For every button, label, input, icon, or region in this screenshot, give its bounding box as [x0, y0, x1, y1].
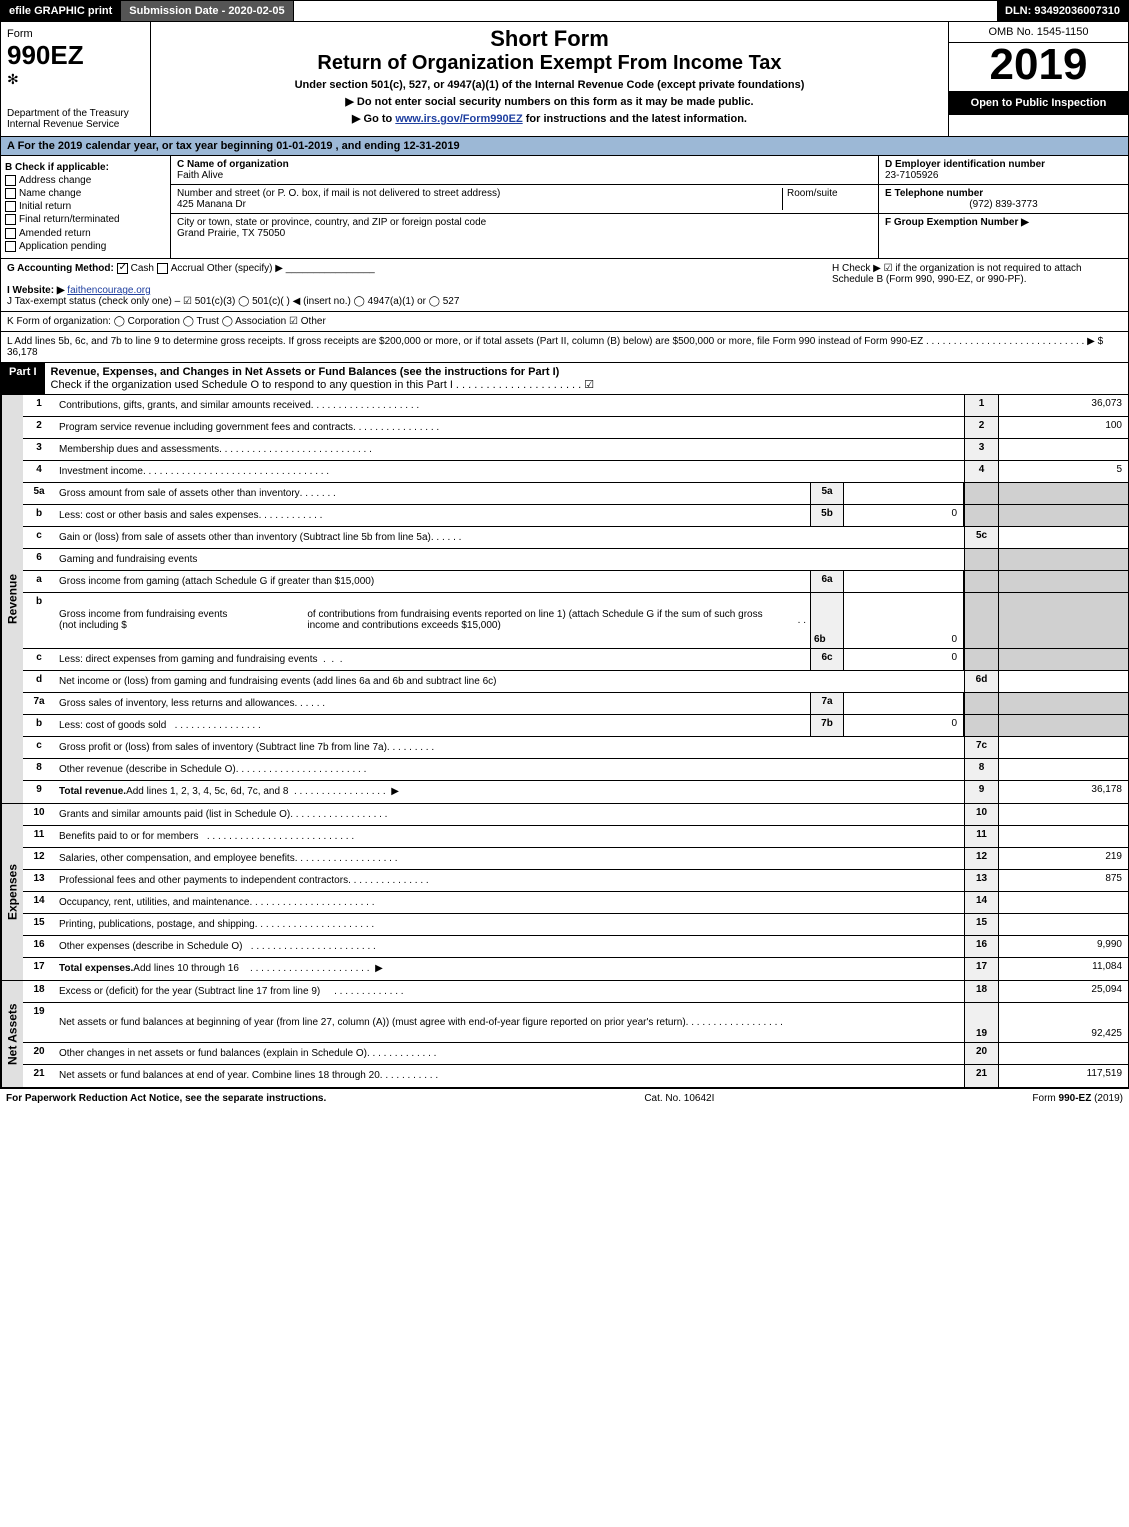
- part1-label: Part I: [1, 363, 45, 394]
- line-13: 13Professional fees and other payments t…: [23, 870, 1128, 892]
- chk-cash[interactable]: [117, 263, 128, 274]
- open-public-label: Open to Public Inspection: [949, 91, 1128, 115]
- group-exemption-label: F Group Exemption Number ▶: [885, 217, 1122, 228]
- line-15: 15Printing, publications, postage, and s…: [23, 914, 1128, 936]
- netassets-side-label: Net Assets: [1, 981, 23, 1087]
- efile-print-button[interactable]: efile GRAPHIC print: [1, 1, 121, 21]
- header-left: Form 990EZ ✻ Department of the Treasury …: [1, 22, 151, 136]
- line-5a: 5aGross amount from sale of assets other…: [23, 483, 1128, 505]
- line-20: 20Other changes in net assets or fund ba…: [23, 1043, 1128, 1065]
- chk-initial-return[interactable]: Initial return: [5, 201, 166, 212]
- short-form-title: Short Form: [159, 26, 940, 52]
- section-h: H Check ▶ ☑ if the organization is not r…: [822, 263, 1122, 307]
- line-7a: 7aGross sales of inventory, less returns…: [23, 693, 1128, 715]
- ssn-note: ▶ Do not enter social security numbers o…: [159, 95, 940, 108]
- netassets-section: Net Assets 18Excess or (deficit) for the…: [0, 981, 1129, 1088]
- section-def: D Employer identification number 23-7105…: [878, 156, 1128, 258]
- dln-label: DLN: 93492036007310: [997, 1, 1128, 21]
- org-name-label: C Name of organization: [177, 159, 872, 170]
- return-title: Return of Organization Exempt From Incom…: [159, 52, 940, 75]
- line-21: 21Net assets or fund balances at end of …: [23, 1065, 1128, 1087]
- line-11: 11Benefits paid to or for members . . . …: [23, 826, 1128, 848]
- section-b: B Check if applicable: Address change Na…: [1, 156, 171, 258]
- section-a-taxyear: A For the 2019 calendar year, or tax yea…: [0, 137, 1129, 156]
- part1-header: Part I Revenue, Expenses, and Changes in…: [0, 363, 1129, 395]
- line-6: 6Gaming and fundraising events: [23, 549, 1128, 571]
- line-12: 12Salaries, other compensation, and empl…: [23, 848, 1128, 870]
- chk-amended-return[interactable]: Amended return: [5, 228, 166, 239]
- dept-label: Department of the Treasury: [7, 108, 144, 119]
- expenses-section: Expenses 10Grants and similar amounts pa…: [0, 804, 1129, 981]
- revenue-side-label: Revenue: [1, 395, 23, 803]
- chk-accrual[interactable]: [157, 263, 168, 274]
- line-8: 8Other revenue (describe in Schedule O) …: [23, 759, 1128, 781]
- line-6c: cLess: direct expenses from gaming and f…: [23, 649, 1128, 671]
- irs-label: Internal Revenue Service: [7, 119, 144, 130]
- line-17: 17Total expenses. Add lines 10 through 1…: [23, 958, 1128, 980]
- line-1: 1Contributions, gifts, grants, and simil…: [23, 395, 1128, 417]
- section-gh-row: G Accounting Method: Cash Accrual Other …: [0, 259, 1129, 312]
- line-6d: dNet income or (loss) from gaming and fu…: [23, 671, 1128, 693]
- phone-value: (972) 839-3773: [885, 199, 1122, 210]
- tax-year: 2019: [949, 43, 1128, 87]
- website-label: I Website: ▶: [7, 285, 65, 296]
- section-b-label: B Check if applicable:: [5, 162, 166, 173]
- line-19: 19Net assets or fund balances at beginni…: [23, 1003, 1128, 1043]
- cat-number: Cat. No. 10642I: [326, 1093, 1032, 1104]
- line-5c: cGain or (loss) from sale of assets othe…: [23, 527, 1128, 549]
- expenses-side-label: Expenses: [1, 804, 23, 980]
- top-bar: efile GRAPHIC print Submission Date - 20…: [0, 0, 1129, 22]
- chk-address-change[interactable]: Address change: [5, 175, 166, 186]
- phone-label: E Telephone number: [885, 188, 1122, 199]
- submission-date-label: Submission Date - 2020-02-05: [121, 1, 293, 21]
- chk-final-return[interactable]: Final return/terminated: [5, 214, 166, 225]
- section-l: L Add lines 5b, 6c, and 7b to line 9 to …: [0, 332, 1129, 363]
- line-6b: bGross income from fundraising events (n…: [23, 593, 1128, 649]
- paperwork-notice: For Paperwork Reduction Act Notice, see …: [6, 1093, 326, 1104]
- org-name: Faith Alive: [177, 170, 872, 181]
- section-c: C Name of organization Faith Alive Numbe…: [171, 156, 878, 258]
- gross-receipts-value: 36,178: [7, 347, 38, 358]
- ein-value: 23-7105926: [885, 170, 1122, 181]
- accounting-method-label: G Accounting Method:: [7, 263, 114, 274]
- revenue-section: Revenue 1Contributions, gifts, grants, a…: [0, 395, 1129, 804]
- section-j: J Tax-exempt status (check only one) – ☑…: [7, 296, 459, 307]
- line-10: 10Grants and similar amounts paid (list …: [23, 804, 1128, 826]
- form-word: Form: [7, 28, 144, 40]
- subtitle: Under section 501(c), 527, or 4947(a)(1)…: [159, 79, 940, 91]
- form-header: Form 990EZ ✻ Department of the Treasury …: [0, 22, 1129, 137]
- chk-application-pending[interactable]: Application pending: [5, 241, 166, 252]
- line-14: 14Occupancy, rent, utilities, and mainte…: [23, 892, 1128, 914]
- city-value: Grand Prairie, TX 75050: [177, 228, 872, 239]
- addr-label: Number and street (or P. O. box, if mail…: [177, 188, 500, 199]
- form-number: 990EZ: [7, 40, 144, 71]
- header-center: Short Form Return of Organization Exempt…: [151, 22, 948, 136]
- line-4: 4Investment income . . . . . . . . . . .…: [23, 461, 1128, 483]
- header-right: OMB No. 1545-1150 2019 Open to Public In…: [948, 22, 1128, 136]
- line-9: 9Total revenue. Add lines 1, 2, 3, 4, 5c…: [23, 781, 1128, 803]
- line-2: 2Program service revenue including gover…: [23, 417, 1128, 439]
- line-7c: cGross profit or (loss) from sales of in…: [23, 737, 1128, 759]
- form-ref: Form 990-EZ (2019): [1032, 1093, 1123, 1104]
- line-3: 3Membership dues and assessments . . . .…: [23, 439, 1128, 461]
- org-info-grid: B Check if applicable: Address change Na…: [0, 156, 1129, 259]
- other-specify: Other (specify) ▶: [207, 263, 283, 274]
- website-link[interactable]: faithencourage.org: [67, 285, 150, 296]
- line-16: 16Other expenses (describe in Schedule O…: [23, 936, 1128, 958]
- irs-link[interactable]: www.irs.gov/Form990EZ: [395, 113, 522, 125]
- line-6a: aGross income from gaming (attach Schedu…: [23, 571, 1128, 593]
- ein-label: D Employer identification number: [885, 159, 1122, 170]
- room-suite-label: Room/suite: [782, 188, 872, 210]
- part1-check: Check if the organization used Schedule …: [51, 379, 595, 391]
- addr-value: 425 Manana Dr: [177, 199, 246, 210]
- section-k: K Form of organization: ◯ Corporation ◯ …: [0, 312, 1129, 332]
- chk-name-change[interactable]: Name change: [5, 188, 166, 199]
- goto-note: ▶ Go to www.irs.gov/Form990EZ for instru…: [159, 112, 940, 125]
- page-footer: For Paperwork Reduction Act Notice, see …: [0, 1088, 1129, 1108]
- city-label: City or town, state or province, country…: [177, 217, 872, 228]
- line-7b: bLess: cost of goods sold . . . . . . . …: [23, 715, 1128, 737]
- line-5b: bLess: cost or other basis and sales exp…: [23, 505, 1128, 527]
- line-18: 18Excess or (deficit) for the year (Subt…: [23, 981, 1128, 1003]
- part1-title: Revenue, Expenses, and Changes in Net As…: [51, 366, 560, 378]
